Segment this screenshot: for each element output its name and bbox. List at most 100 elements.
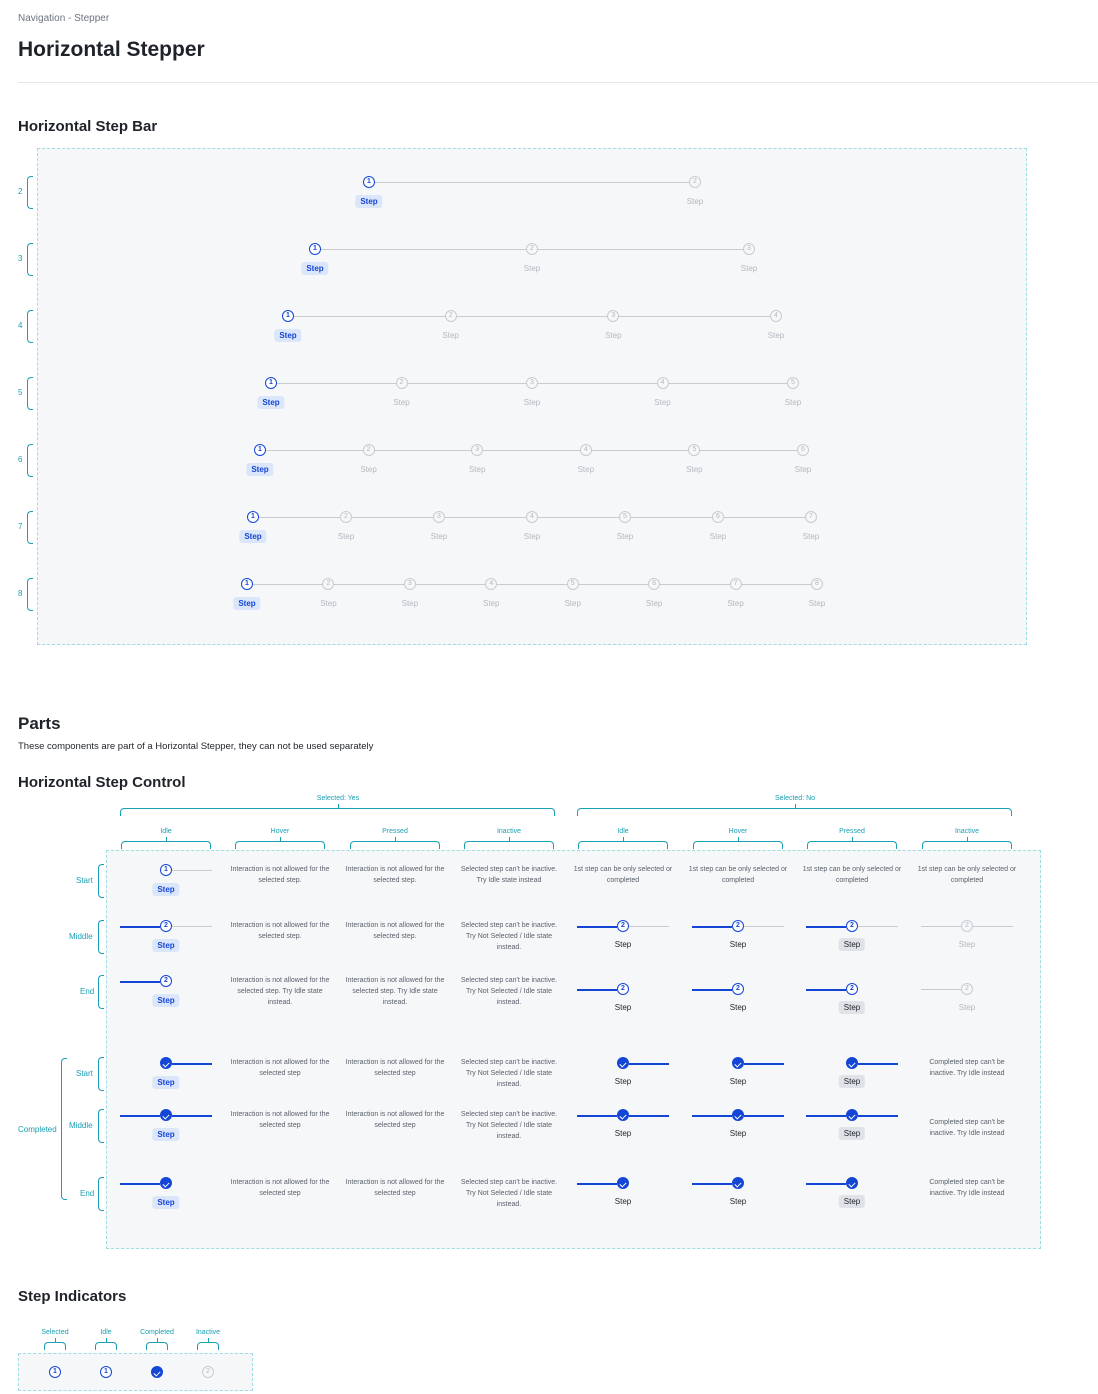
step-circle[interactable]: 8	[811, 578, 823, 590]
step-label[interactable]: Step	[152, 883, 180, 896]
step-label[interactable]: Step	[794, 465, 812, 474]
check-circle-icon[interactable]	[617, 1057, 629, 1069]
step-label[interactable]: Step	[239, 530, 267, 543]
step-circle[interactable]: 2	[362, 444, 375, 456]
step-circle[interactable]: 5	[688, 444, 701, 456]
step-label[interactable]: Step	[686, 197, 704, 206]
step-label[interactable]: Step	[152, 939, 180, 952]
step-label[interactable]: Step	[614, 1129, 632, 1138]
check-circle-icon[interactable]	[846, 1177, 858, 1189]
step-label[interactable]: Step	[838, 1075, 866, 1088]
step-circle[interactable]: 3	[743, 243, 755, 255]
step-label[interactable]: Step	[802, 532, 820, 541]
step-label[interactable]: Step	[523, 264, 541, 273]
step-label[interactable]: Step	[838, 1001, 866, 1014]
step-label[interactable]: Step	[320, 599, 337, 608]
check-circle-icon[interactable]	[732, 1057, 744, 1069]
step-circle[interactable]: 5	[787, 377, 799, 389]
step-label[interactable]: Step	[686, 465, 703, 474]
step-label[interactable]: Step	[729, 1003, 747, 1012]
step-circle[interactable]: 4	[579, 444, 592, 456]
step-circle[interactable]: 4	[770, 310, 782, 322]
step-label[interactable]: Step	[401, 599, 419, 608]
step-label[interactable]: Step	[430, 532, 448, 541]
step-circle[interactable]: 4	[656, 377, 669, 389]
step-circle[interactable]: 2	[160, 975, 172, 987]
step-label[interactable]: Step	[355, 195, 383, 208]
step-circle[interactable]: 2	[689, 176, 701, 188]
step-label[interactable]: Step	[564, 599, 581, 608]
step-label[interactable]: Step	[468, 465, 486, 474]
step-circle[interactable]: 3	[471, 444, 484, 456]
step-circle[interactable]: 2	[617, 920, 629, 932]
step-label[interactable]: Step	[614, 1197, 632, 1206]
step-circle[interactable]: 2	[846, 920, 858, 932]
step-label[interactable]: Step	[393, 398, 410, 407]
check-circle-icon[interactable]	[160, 1177, 172, 1189]
step-circle[interactable]: 2	[846, 983, 858, 995]
step-circle[interactable]: 4	[485, 578, 498, 590]
step-circle[interactable]: 2	[732, 983, 744, 995]
step-circle[interactable]: 7	[805, 511, 817, 523]
step-label[interactable]: Step	[709, 532, 727, 541]
step-circle[interactable]: 3	[433, 511, 445, 523]
step-label[interactable]: Step	[257, 396, 285, 409]
step-label[interactable]: Step	[152, 1128, 180, 1141]
step-circle[interactable]: 5	[566, 578, 579, 590]
step-circle[interactable]: 1	[309, 243, 321, 255]
step-circle[interactable]: 7	[729, 578, 742, 590]
step-circle[interactable]: 2	[732, 920, 744, 932]
step-circle[interactable]: 1	[247, 511, 259, 523]
step-circle[interactable]: 2	[160, 920, 172, 932]
step-circle[interactable]: 2	[961, 983, 973, 995]
step-label[interactable]: Step	[614, 940, 632, 949]
step-circle[interactable]: 1	[363, 176, 375, 188]
step-circle[interactable]: 2	[340, 511, 352, 523]
step-circle[interactable]: 1	[282, 310, 294, 322]
step-label[interactable]: Step	[838, 1127, 866, 1140]
step-label[interactable]: Step	[727, 599, 744, 608]
step-label[interactable]: Step	[645, 599, 663, 608]
step-circle[interactable]: 2	[322, 578, 335, 590]
step-label[interactable]: Step	[838, 1195, 866, 1208]
step-circle[interactable]: 1	[241, 578, 253, 590]
step-circle[interactable]: 4	[526, 511, 538, 523]
step-circle[interactable]: 6	[648, 578, 661, 590]
step-label[interactable]: Step	[233, 597, 261, 610]
step-circle[interactable]: 5	[619, 511, 631, 523]
step-label[interactable]: Step	[152, 1076, 180, 1089]
step-label[interactable]: Step	[784, 398, 802, 407]
step-label[interactable]: Step	[605, 331, 622, 340]
check-circle-icon[interactable]	[617, 1177, 629, 1189]
step-label[interactable]: Step	[274, 329, 302, 342]
step-circle[interactable]: 3	[403, 578, 416, 590]
check-circle-icon[interactable]	[160, 1109, 172, 1121]
step-label[interactable]: Step	[523, 532, 541, 541]
step-label[interactable]: Step	[616, 532, 634, 541]
step-label[interactable]: Step	[808, 599, 826, 608]
step-label[interactable]: Step	[483, 599, 500, 608]
step-circle[interactable]: 6	[797, 444, 809, 456]
step-circle[interactable]: 6	[712, 511, 724, 523]
step-label[interactable]: Step	[838, 938, 866, 951]
check-circle-icon[interactable]	[160, 1057, 172, 1069]
step-circle[interactable]: 1	[254, 444, 266, 456]
step-circle[interactable]: 2	[395, 377, 408, 389]
step-label[interactable]: Step	[577, 465, 595, 474]
check-circle-icon[interactable]	[732, 1109, 744, 1121]
check-circle-icon[interactable]	[617, 1109, 629, 1121]
step-circle[interactable]: 3	[607, 310, 620, 322]
step-label[interactable]: Step	[301, 262, 329, 275]
step-label[interactable]: Step	[767, 331, 785, 340]
step-label[interactable]: Step	[246, 463, 274, 476]
step-label[interactable]: Step	[958, 1003, 976, 1012]
step-label[interactable]: Step	[729, 940, 747, 949]
step-label[interactable]: Step	[729, 1129, 747, 1138]
step-circle[interactable]: 1	[265, 377, 277, 389]
step-circle[interactable]: 2	[526, 243, 538, 255]
check-circle-icon[interactable]	[846, 1057, 858, 1069]
step-circle[interactable]: 2	[444, 310, 457, 322]
step-label[interactable]: Step	[523, 398, 541, 407]
step-circle[interactable]: 3	[526, 377, 538, 389]
check-circle-icon[interactable]	[732, 1177, 744, 1189]
